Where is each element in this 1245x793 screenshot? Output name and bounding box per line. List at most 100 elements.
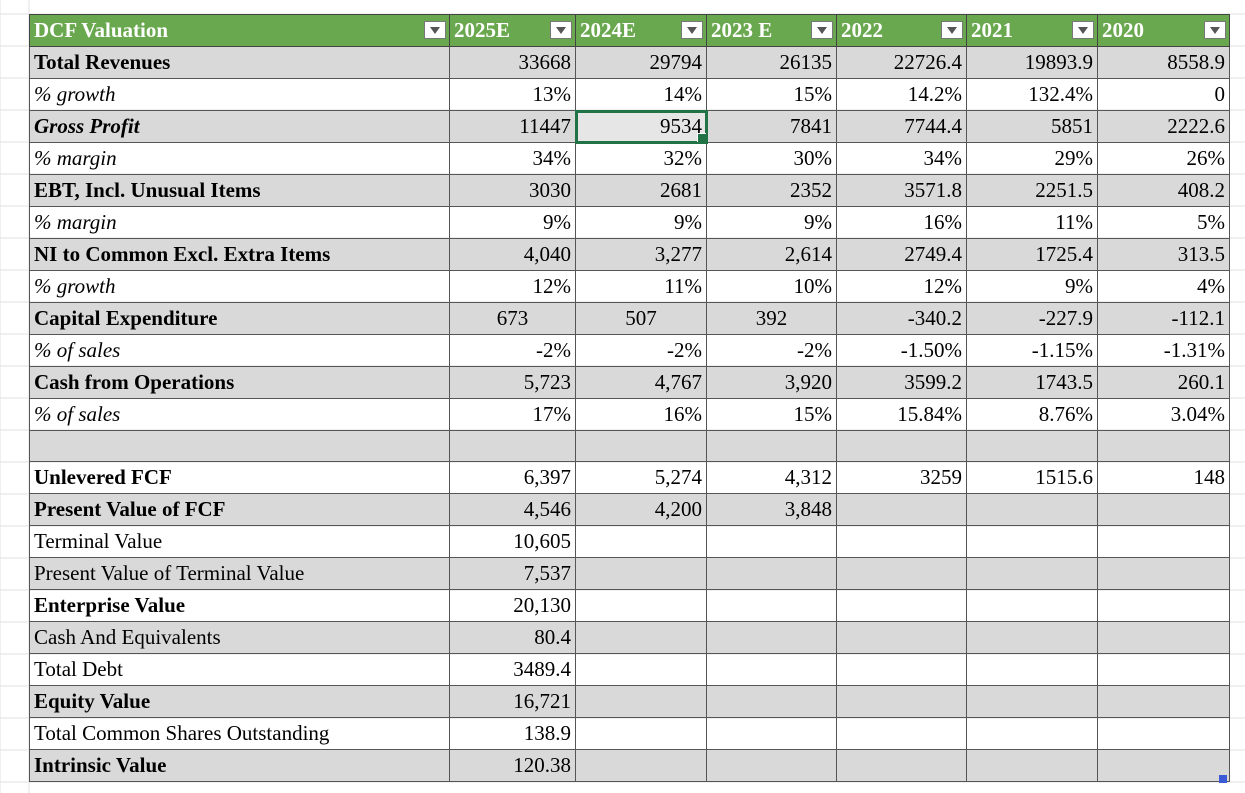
value-cell[interactable] — [1097, 557, 1230, 590]
value-cell[interactable]: 32% — [575, 142, 707, 175]
value-cell[interactable]: 12% — [836, 270, 967, 303]
row-label-cell[interactable]: % margin — [29, 142, 450, 175]
value-cell[interactable]: 4,546 — [449, 493, 576, 526]
value-cell[interactable]: 0 — [1097, 78, 1230, 111]
row-label-cell[interactable]: NI to Common Excl. Extra Items — [29, 238, 450, 271]
value-cell[interactable] — [836, 653, 967, 686]
row-label-cell[interactable]: Present Value of FCF — [29, 493, 450, 526]
value-cell[interactable] — [575, 430, 707, 462]
row-label-cell[interactable]: EBT, Incl. Unusual Items — [29, 174, 450, 207]
value-cell[interactable]: 34% — [449, 142, 576, 175]
value-cell[interactable]: 5851 — [966, 110, 1098, 143]
value-cell[interactable] — [1097, 621, 1230, 654]
value-cell[interactable] — [706, 589, 837, 622]
value-cell[interactable] — [1097, 653, 1230, 686]
value-cell[interactable]: 5,274 — [575, 461, 707, 494]
header-year-cell[interactable]: 2025E — [449, 14, 576, 47]
value-cell[interactable]: 11% — [575, 270, 707, 303]
value-cell[interactable]: 673 — [449, 302, 576, 335]
value-cell[interactable]: 16% — [836, 206, 967, 239]
header-year-cell[interactable]: 2022 — [836, 14, 967, 47]
value-cell[interactable]: 2,614 — [706, 238, 837, 271]
value-cell[interactable] — [575, 525, 707, 558]
value-cell[interactable]: -340.2 — [836, 302, 967, 335]
filter-dropdown-icon[interactable] — [1204, 21, 1226, 39]
value-cell[interactable]: 2222.6 — [1097, 110, 1230, 143]
value-cell[interactable]: 3.04% — [1097, 398, 1230, 431]
value-cell[interactable]: 2749.4 — [836, 238, 967, 271]
header-year-cell[interactable]: 2023 E — [706, 14, 837, 47]
filter-dropdown-icon[interactable] — [811, 21, 833, 39]
filter-dropdown-icon[interactable] — [550, 21, 572, 39]
value-cell[interactable]: 3489.4 — [449, 653, 576, 686]
value-cell[interactable] — [966, 685, 1098, 718]
value-cell[interactable]: 9% — [449, 206, 576, 239]
row-label-cell[interactable]: % of sales — [29, 398, 450, 431]
value-cell[interactable]: 15% — [706, 78, 837, 111]
value-cell[interactable]: 3259 — [836, 461, 967, 494]
value-cell[interactable] — [575, 685, 707, 718]
resize-handle-icon[interactable] — [1219, 775, 1227, 783]
header-year-cell[interactable]: 2024E — [575, 14, 707, 47]
row-label-cell[interactable]: Total Common Shares Outstanding — [29, 717, 450, 750]
value-cell[interactable]: 20,130 — [449, 589, 576, 622]
value-cell[interactable] — [1097, 430, 1230, 462]
value-cell[interactable]: 3,277 — [575, 238, 707, 271]
row-label-cell[interactable]: % growth — [29, 78, 450, 111]
value-cell[interactable]: 15.84% — [836, 398, 967, 431]
value-cell[interactable]: 148 — [1097, 461, 1230, 494]
row-label-cell[interactable]: % of sales — [29, 334, 450, 367]
value-cell[interactable]: 80.4 — [449, 621, 576, 654]
value-cell[interactable] — [966, 493, 1098, 526]
value-cell[interactable]: 30% — [706, 142, 837, 175]
row-label-cell[interactable]: Enterprise Value — [29, 589, 450, 622]
value-cell[interactable]: 12% — [449, 270, 576, 303]
value-cell[interactable]: 8.76% — [966, 398, 1098, 431]
value-cell[interactable]: -1.15% — [966, 334, 1098, 367]
value-cell[interactable]: 7,537 — [449, 557, 576, 590]
row-label-cell[interactable]: % growth — [29, 270, 450, 303]
value-cell[interactable]: 3,920 — [706, 366, 837, 399]
value-cell[interactable]: 2681 — [575, 174, 707, 207]
value-cell[interactable] — [449, 430, 576, 462]
value-cell[interactable]: 9% — [575, 206, 707, 239]
value-cell[interactable]: 22726.4 — [836, 46, 967, 79]
value-cell[interactable]: 3,848 — [706, 493, 837, 526]
value-cell[interactable]: 8558.9 — [1097, 46, 1230, 79]
selected-cell[interactable]: 9534 — [574, 109, 708, 144]
value-cell[interactable] — [836, 749, 967, 782]
value-cell[interactable]: 132.4% — [966, 78, 1098, 111]
row-label-cell[interactable]: Capital Expenditure — [29, 302, 450, 335]
value-cell[interactable] — [836, 430, 967, 462]
value-cell[interactable]: 392 — [706, 302, 837, 335]
value-cell[interactable] — [836, 717, 967, 750]
value-cell[interactable] — [966, 653, 1098, 686]
value-cell[interactable] — [966, 717, 1098, 750]
value-cell[interactable]: 11% — [966, 206, 1098, 239]
filter-dropdown-icon[interactable] — [681, 21, 703, 39]
value-cell[interactable]: 34% — [836, 142, 967, 175]
value-cell[interactable] — [836, 685, 967, 718]
row-label-cell[interactable]: % margin — [29, 206, 450, 239]
filter-dropdown-icon[interactable] — [941, 21, 963, 39]
value-cell[interactable]: 26135 — [706, 46, 837, 79]
value-cell[interactable]: 11447 — [449, 110, 576, 143]
value-cell[interactable]: 29% — [966, 142, 1098, 175]
value-cell[interactable]: 5% — [1097, 206, 1230, 239]
value-cell[interactable]: 2251.5 — [966, 174, 1098, 207]
row-label-cell[interactable]: Cash from Operations — [29, 366, 450, 399]
value-cell[interactable]: 260.1 — [1097, 366, 1230, 399]
value-cell[interactable]: 4,200 — [575, 493, 707, 526]
value-cell[interactable]: 7744.4 — [836, 110, 967, 143]
value-cell[interactable] — [836, 493, 967, 526]
header-year-cell[interactable]: 2020 — [1097, 14, 1230, 47]
value-cell[interactable] — [836, 525, 967, 558]
value-cell[interactable] — [575, 621, 707, 654]
header-title-cell[interactable]: DCF Valuation — [29, 14, 450, 47]
value-cell[interactable] — [575, 589, 707, 622]
value-cell[interactable] — [1097, 685, 1230, 718]
value-cell[interactable] — [836, 621, 967, 654]
value-cell[interactable]: 33668 — [449, 46, 576, 79]
value-cell[interactable]: -2% — [449, 334, 576, 367]
value-cell[interactable] — [966, 621, 1098, 654]
